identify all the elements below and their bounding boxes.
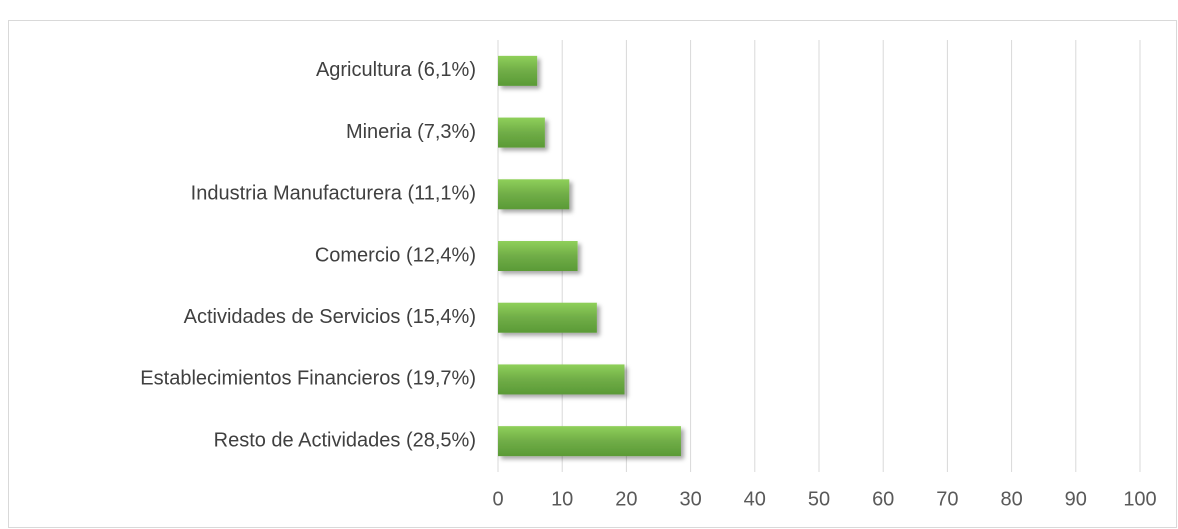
bar xyxy=(498,302,597,333)
bar xyxy=(498,241,578,271)
bar xyxy=(498,179,570,210)
bar xyxy=(498,364,625,395)
x-tick-label: 50 xyxy=(808,488,830,510)
x-tick-label: 60 xyxy=(872,488,894,510)
bar xyxy=(498,117,545,148)
y-tick-label: Resto de Actividades (28,5%) xyxy=(214,429,476,451)
y-tick-label: Mineria (7,3%) xyxy=(346,121,476,143)
x-tick-label: 10 xyxy=(551,488,573,510)
y-tick-label: Comercio (12,4%) xyxy=(315,244,476,266)
y-tick-label: Agricultura (6,1%) xyxy=(316,59,476,81)
x-tick-label: 30 xyxy=(679,488,701,510)
x-tick-label: 90 xyxy=(1065,488,1087,510)
y-tick-label: Industria Manufacturera (11,1%) xyxy=(191,183,476,205)
bar xyxy=(498,426,681,457)
x-tick-label: 0 xyxy=(492,488,503,510)
bar xyxy=(498,55,538,86)
x-tick-label: 80 xyxy=(1000,488,1022,510)
x-tick-label: 70 xyxy=(936,488,958,510)
x-tick-label: 40 xyxy=(744,488,766,510)
y-tick-label: Establecimientos Financieros (19,7%) xyxy=(140,368,476,390)
chart-frame xyxy=(8,20,1177,528)
x-tick-label: 20 xyxy=(615,488,637,510)
y-tick-label: Actividades de Servicios (15,4%) xyxy=(184,306,476,328)
x-tick-label: 100 xyxy=(1123,488,1156,510)
